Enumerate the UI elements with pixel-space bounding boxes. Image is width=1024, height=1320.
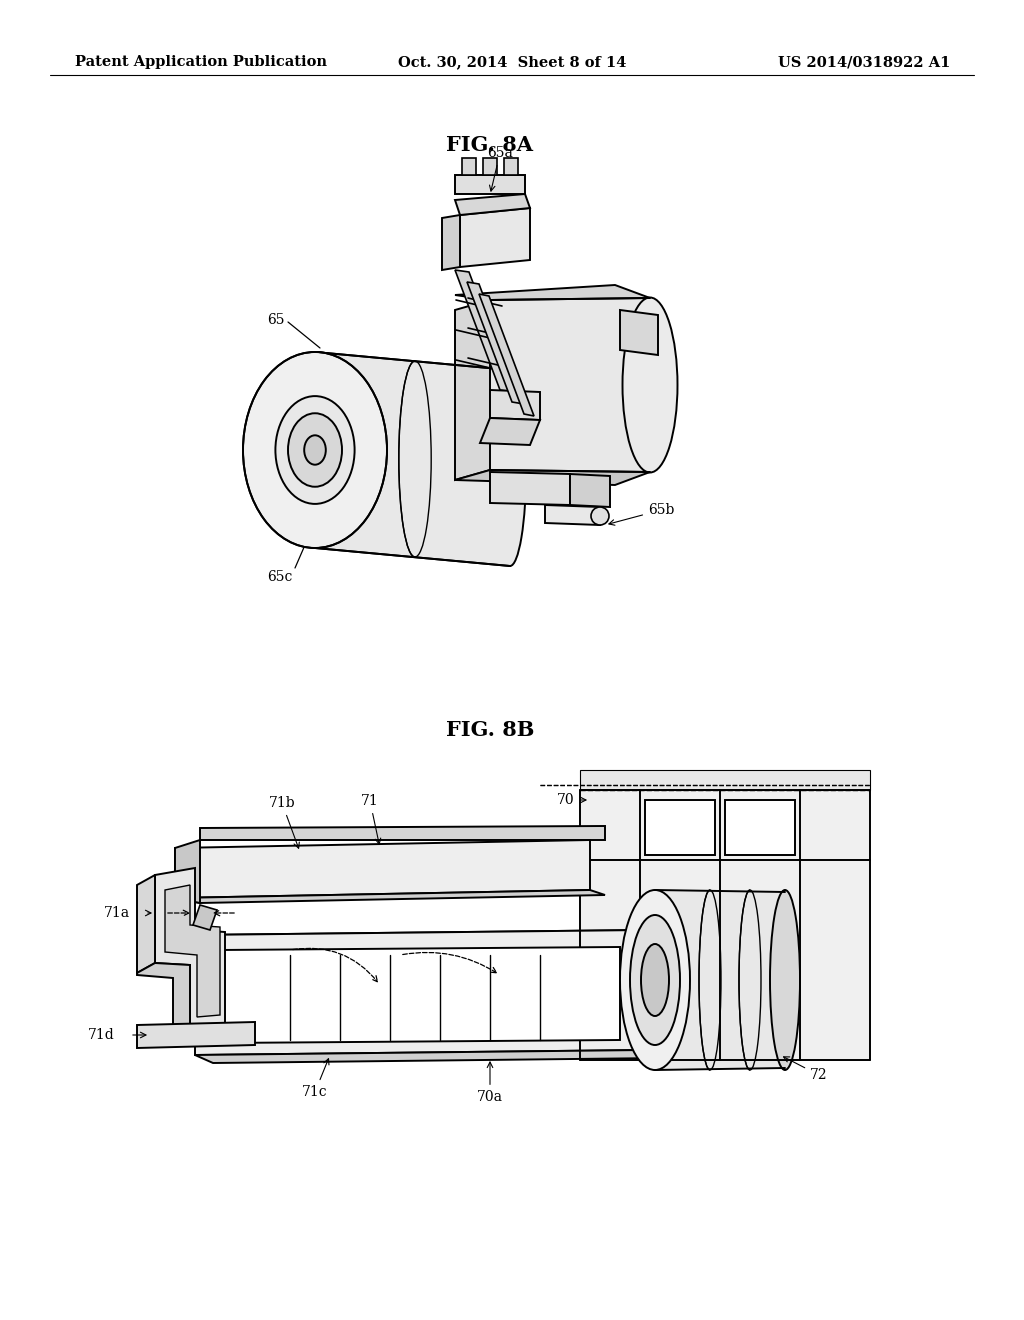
Polygon shape <box>462 158 476 176</box>
Ellipse shape <box>641 944 669 1016</box>
Polygon shape <box>645 800 715 855</box>
Polygon shape <box>455 285 650 300</box>
Polygon shape <box>155 869 225 1028</box>
Ellipse shape <box>630 915 680 1045</box>
Polygon shape <box>175 840 590 898</box>
Text: 71b: 71b <box>268 796 299 849</box>
Text: 65b: 65b <box>609 503 675 525</box>
Text: 71a: 71a <box>103 906 130 920</box>
Polygon shape <box>655 890 785 1071</box>
Polygon shape <box>175 890 605 903</box>
Polygon shape <box>545 506 600 525</box>
Polygon shape <box>570 474 610 507</box>
Text: FIG. 8B: FIG. 8B <box>445 719 535 741</box>
Text: 70: 70 <box>557 793 586 807</box>
Polygon shape <box>467 282 524 404</box>
Text: FIG. 8A: FIG. 8A <box>446 135 534 154</box>
Polygon shape <box>442 215 460 271</box>
Text: 70a: 70a <box>477 1063 503 1104</box>
Polygon shape <box>460 209 530 267</box>
Polygon shape <box>195 931 663 942</box>
Ellipse shape <box>770 890 800 1071</box>
Polygon shape <box>580 770 870 789</box>
Ellipse shape <box>591 507 609 525</box>
Polygon shape <box>175 840 200 903</box>
Polygon shape <box>220 946 620 1043</box>
Polygon shape <box>490 473 570 506</box>
Text: 71c: 71c <box>302 1059 329 1100</box>
Text: 71: 71 <box>361 795 381 843</box>
Ellipse shape <box>494 370 526 566</box>
Text: US 2014/0318922 A1: US 2014/0318922 A1 <box>777 55 950 69</box>
Ellipse shape <box>275 396 354 504</box>
Polygon shape <box>137 964 190 1030</box>
Polygon shape <box>455 271 514 392</box>
Ellipse shape <box>623 297 678 473</box>
Text: Patent Application Publication: Patent Application Publication <box>75 55 327 69</box>
Text: 65c: 65c <box>267 570 293 583</box>
Polygon shape <box>479 294 534 416</box>
Polygon shape <box>480 418 540 445</box>
Polygon shape <box>620 310 658 355</box>
Polygon shape <box>137 1022 255 1048</box>
Polygon shape <box>504 158 518 176</box>
Polygon shape <box>137 875 155 973</box>
Text: 72: 72 <box>783 1057 827 1082</box>
Polygon shape <box>725 800 795 855</box>
Text: 65: 65 <box>267 313 285 327</box>
Text: Oct. 30, 2014  Sheet 8 of 14: Oct. 30, 2014 Sheet 8 of 14 <box>397 55 627 69</box>
Polygon shape <box>455 300 490 480</box>
Text: 71d: 71d <box>88 1028 115 1041</box>
Polygon shape <box>645 931 663 1059</box>
Ellipse shape <box>620 890 690 1071</box>
Polygon shape <box>200 826 605 840</box>
Polygon shape <box>455 176 525 194</box>
Polygon shape <box>315 352 510 566</box>
Polygon shape <box>165 884 220 1016</box>
Polygon shape <box>193 906 217 931</box>
Ellipse shape <box>304 436 326 465</box>
Ellipse shape <box>243 352 387 548</box>
Text: 65a: 65a <box>487 147 513 191</box>
Polygon shape <box>195 931 645 1055</box>
Polygon shape <box>483 158 497 176</box>
Polygon shape <box>490 389 540 420</box>
Polygon shape <box>195 1049 663 1063</box>
Polygon shape <box>490 298 650 473</box>
Polygon shape <box>580 789 870 1060</box>
Polygon shape <box>455 194 530 215</box>
Polygon shape <box>455 470 650 484</box>
Ellipse shape <box>288 413 342 487</box>
